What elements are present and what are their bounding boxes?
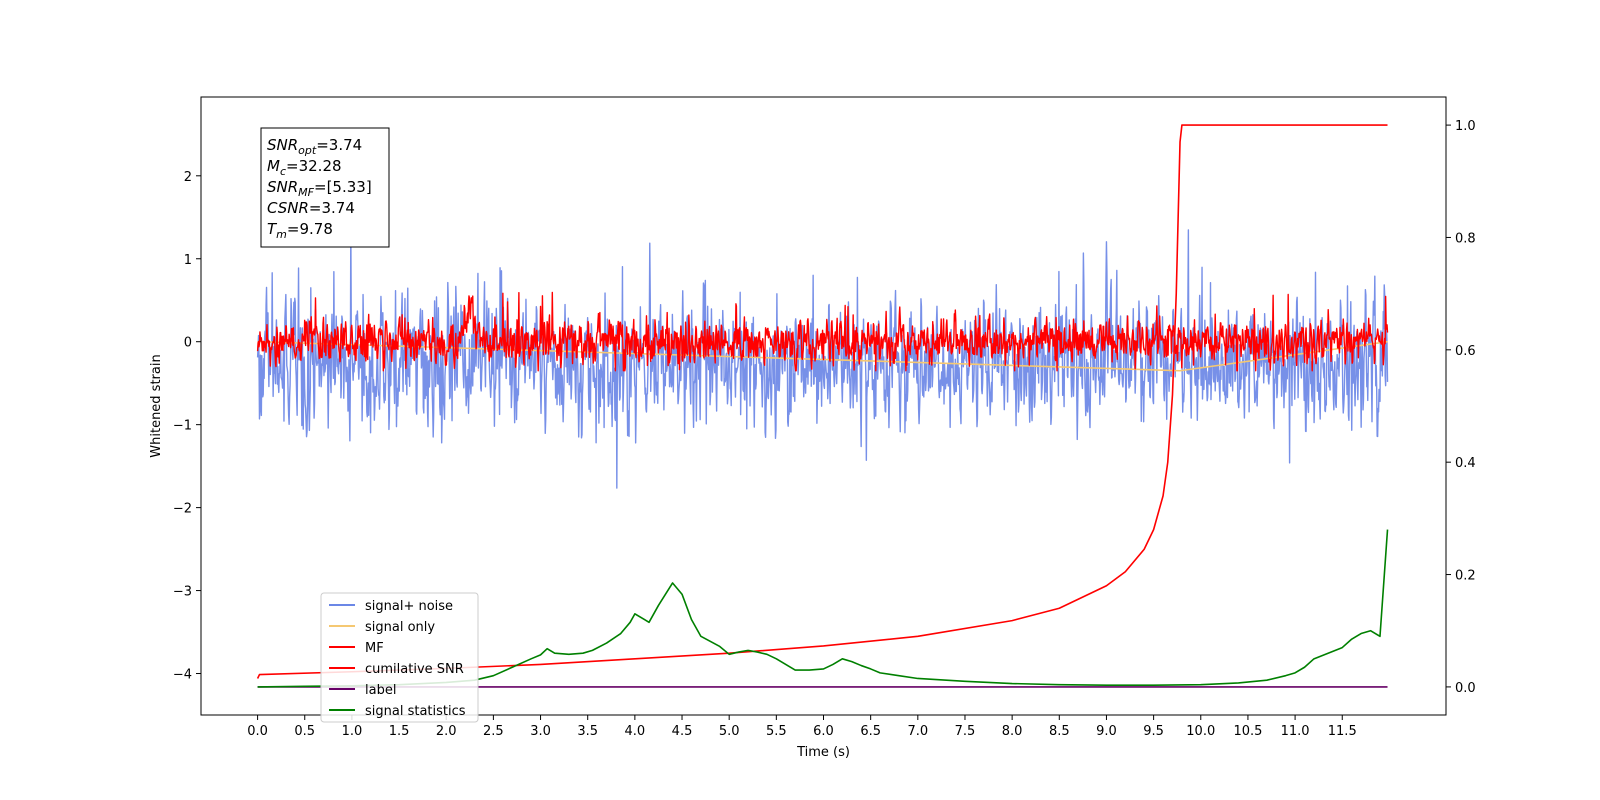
y-tick-label: 2 <box>184 170 192 185</box>
annotation-box: SNRopt=3.74Mc=32.28SNRMF=[5.33]CSNR=3.74… <box>260 127 390 248</box>
annotation-subscript: MF <box>298 186 314 199</box>
legend-frame <box>320 592 479 723</box>
annotation-subscript: c <box>280 165 286 178</box>
x-tick-label: 1.5 <box>389 724 410 739</box>
x-tick-label: 5.0 <box>719 724 740 739</box>
y-axis-right: 0.0 0.2 0.4 0.6 0.8 1.0 <box>1446 119 1476 696</box>
x-tick-label: 6.5 <box>860 724 881 739</box>
series-cumilative-snr-line <box>256 124 1388 679</box>
x-tick-label: 9.0 <box>1096 724 1117 739</box>
annotation-value: =3.74 <box>316 136 362 154</box>
annotation-line: SNRMF=[5.33] <box>267 178 372 199</box>
x-tick-label: 4.5 <box>672 724 693 739</box>
x-tick-label: 7.0 <box>907 724 928 739</box>
annotation-line: Tm=9.78 <box>267 220 333 241</box>
y-tick-label: −3 <box>173 585 192 600</box>
x-tick-label: 1.0 <box>342 724 363 739</box>
y-tick-label: −2 <box>173 502 192 517</box>
legend-entry-signal-only: signal only <box>365 620 435 635</box>
x-tick-label: 3.5 <box>577 724 598 739</box>
annotation-value: =[5.33] <box>314 178 372 196</box>
annotation-line: Mc=32.28 <box>267 157 342 178</box>
y-right-tick-label: 0.4 <box>1455 456 1476 471</box>
x-tick-label: 10.5 <box>1233 724 1262 739</box>
y-axis-left: −4 −3 −2 −1 0 1 2 <box>173 170 201 683</box>
y-tick-label: 0 <box>184 336 192 351</box>
series-mf-line <box>256 291 1389 372</box>
y-right-tick-label: 0.2 <box>1455 569 1476 584</box>
annotation-symbol: SNR <box>267 178 298 196</box>
legend-entry-signal-statistics: signal statistics <box>365 704 466 719</box>
y-tick-label: −4 <box>173 668 192 683</box>
x-tick-label: 0.5 <box>294 724 315 739</box>
y-tick-label: 1 <box>184 253 192 268</box>
x-tick-label: 4.0 <box>625 724 646 739</box>
x-tick-label: 10.0 <box>1186 724 1215 739</box>
legend: signal+ noise signal only MF cumilative SNR… <box>320 592 479 723</box>
x-tick-label: 8.0 <box>1002 724 1023 739</box>
x-tick-label: 11.0 <box>1281 724 1310 739</box>
annotation-line: CSNR=3.74 <box>267 199 355 217</box>
annotation-value: =32.28 <box>286 157 342 175</box>
annotation-subscript: opt <box>298 144 317 157</box>
legend-entry-label: label <box>365 683 396 698</box>
annotation-value: =9.78 <box>287 220 333 238</box>
legend-entry-signal-noise: signal+ noise <box>365 599 453 614</box>
series-signal-statistics-line <box>257 529 1389 688</box>
legend-entry-cumilative-snr: cumilative SNR <box>365 662 464 677</box>
y-right-tick-label: 1.0 <box>1455 119 1476 134</box>
x-axis-label: Time (s) <box>796 745 850 760</box>
y-right-tick-label: 0.0 <box>1455 681 1476 696</box>
annotation-symbol: M <box>267 157 280 175</box>
y-tick-label: −1 <box>173 419 192 434</box>
x-tick-label: 6.0 <box>813 724 834 739</box>
annotation-symbol: SNR <box>267 136 298 154</box>
x-tick-label: 8.5 <box>1049 724 1070 739</box>
x-tick-label: 9.5 <box>1143 724 1164 739</box>
annotation-value: =3.74 <box>309 199 355 217</box>
annotation-symbol: CSNR <box>267 199 309 217</box>
x-tick-label: 3.0 <box>530 724 551 739</box>
x-tick-label: 2.0 <box>436 724 457 739</box>
x-axis: 0.0 0.5 1.0 1.5 2.0 2.5 3.0 3.5 4.0 4.5 5.0 5.5 6.0 6… <box>247 715 1357 739</box>
x-tick-label: 7.5 <box>955 724 976 739</box>
annotation-subscript: m <box>276 228 287 241</box>
x-tick-label: 11.5 <box>1328 724 1357 739</box>
x-tick-label: 5.5 <box>766 724 787 739</box>
series-signal-only-line <box>257 340 1388 372</box>
y-axis-label: Whitened strain <box>149 354 164 457</box>
legend-entry-mf: MF <box>365 641 384 656</box>
x-tick-label: 0.0 <box>247 724 268 739</box>
y-right-tick-label: 0.8 <box>1455 231 1476 246</box>
annotation-frame <box>260 127 390 248</box>
annotation-line: SNRopt=3.74 <box>267 136 362 157</box>
x-tick-label: 2.5 <box>483 724 504 739</box>
y-right-tick-label: 0.6 <box>1455 344 1476 359</box>
annotation-symbol: T <box>267 220 278 238</box>
